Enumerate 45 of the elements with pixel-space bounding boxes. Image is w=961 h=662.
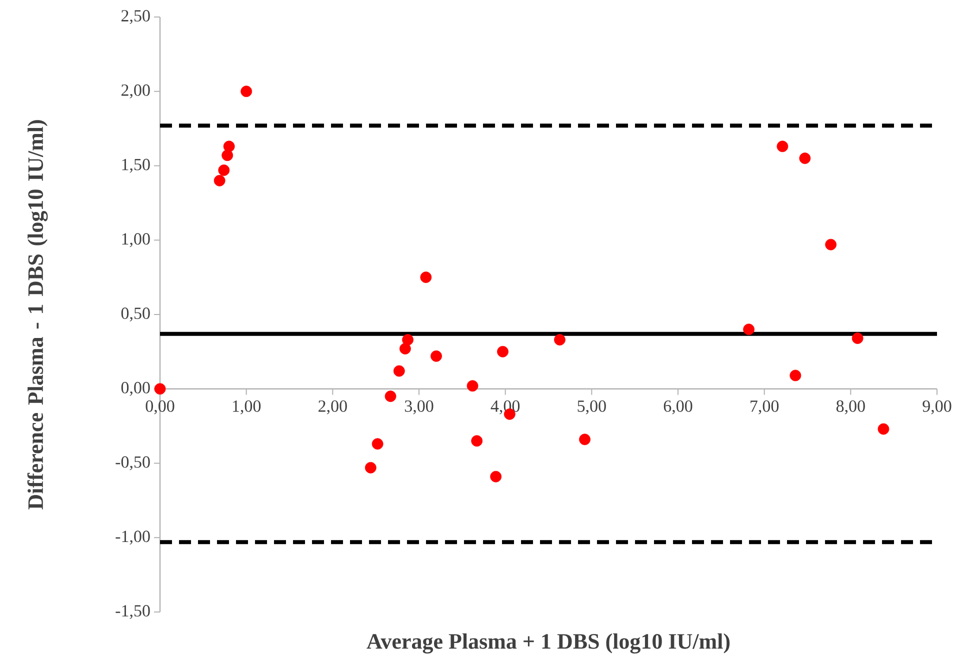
x-tick-label: 5,00 [578,400,606,414]
x-tick-label: 3,00 [404,400,434,414]
point [799,152,811,164]
x-tick-label: 9,00 [922,400,952,414]
point [825,238,837,250]
point [364,462,376,474]
point [466,380,478,392]
y-tick-label: 0,50 [121,308,150,322]
y-tick-label: -1,50 [116,605,150,619]
x-tick-label: 2,00 [318,400,347,414]
y-tick-label: -0,50 [116,456,150,470]
point [399,342,411,354]
y-tick-label: 1,50 [122,158,150,173]
y-tick-label: 2,50 [121,10,150,24]
point [384,390,396,402]
point [420,272,432,283]
x-tick-label: 1,00 [232,400,261,414]
x-tick-label: 0,00 [146,400,174,414]
y-tick-label: 2,00 [121,84,150,98]
point [393,365,405,377]
point [214,174,226,186]
point [852,332,864,344]
point [490,470,502,482]
point [154,383,166,395]
point [776,140,788,152]
x-tick-label: 7,00 [750,400,779,414]
y-tick-label: 1,00 [122,233,150,248]
point [240,86,252,98]
point [790,370,802,382]
point [878,423,890,435]
point [430,350,442,362]
point [372,438,384,450]
point [471,435,483,447]
y-tick-label: -1,00 [116,530,150,545]
y-tick-label: 0,00 [121,382,150,396]
point [579,434,590,446]
x-tick-label: 6,00 [664,400,692,414]
point [218,164,230,176]
point [497,346,508,358]
y-axis-title: Difference Plasma - 1 DBS (log10 IU/ml) [27,120,48,510]
x-tick-label: 8,00 [836,400,865,414]
point [554,334,566,346]
point [222,150,234,162]
x-axis-title: Average Plasma + 1 DBS (log10 IU/ml) [366,633,730,654]
point [743,324,754,336]
